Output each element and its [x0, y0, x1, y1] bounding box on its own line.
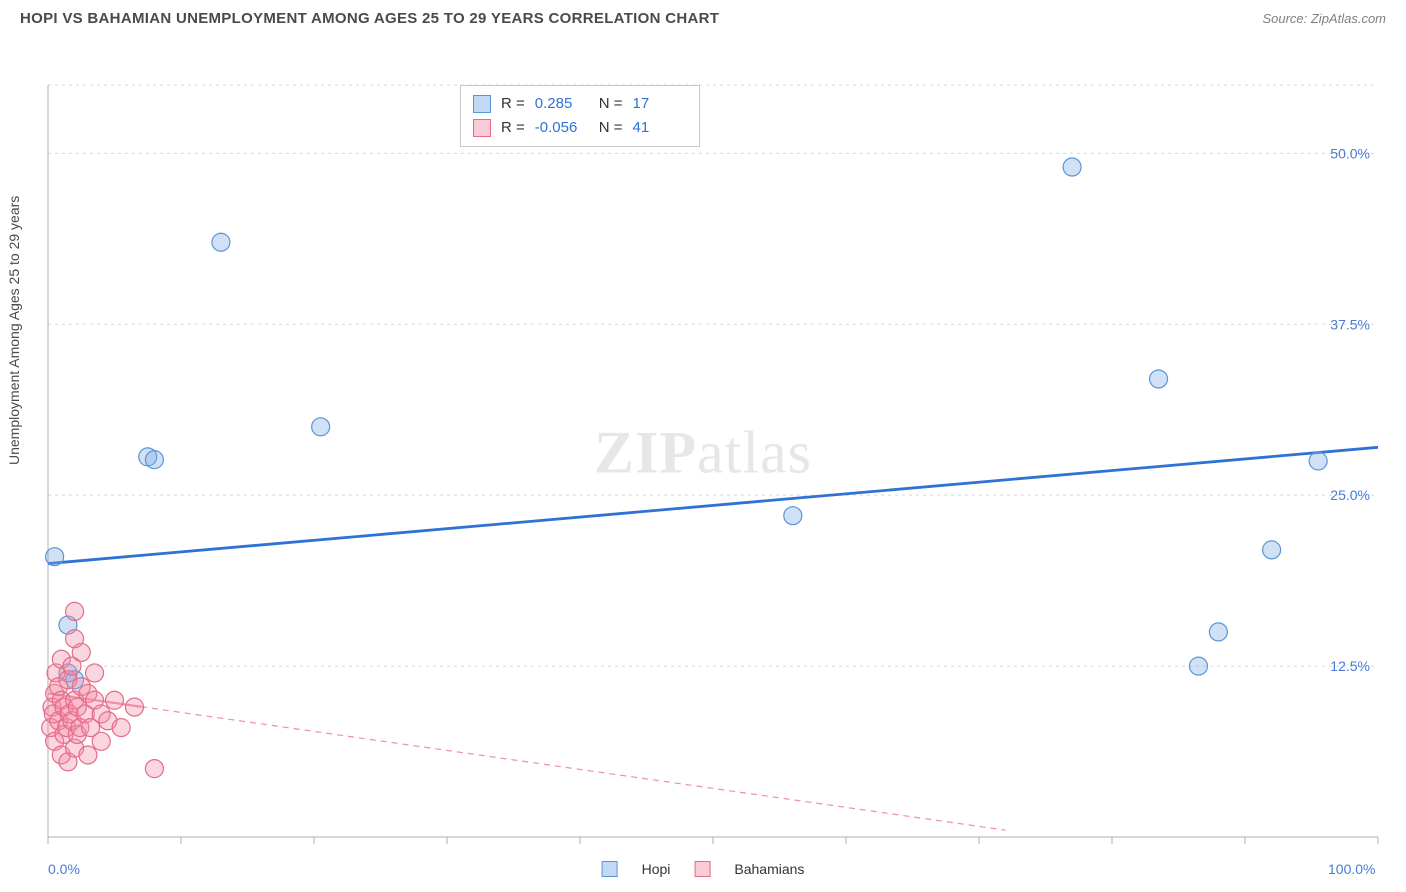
chart-area: Unemployment Among Ages 25 to 29 years 1…	[0, 35, 1406, 885]
chart-source: Source: ZipAtlas.com	[1262, 11, 1386, 26]
legend-swatch-hopi	[602, 861, 618, 877]
stats-row-hopi: R = 0.285 N = 17	[473, 92, 687, 116]
swatch-hopi	[473, 95, 491, 113]
svg-text:25.0%: 25.0%	[1330, 487, 1370, 503]
chart-title: HOPI VS BAHAMIAN UNEMPLOYMENT AMONG AGES…	[20, 10, 719, 27]
r-label: R =	[501, 116, 525, 140]
chart-header: HOPI VS BAHAMIAN UNEMPLOYMENT AMONG AGES…	[0, 0, 1406, 35]
r-value: 0.285	[535, 92, 589, 116]
legend-label-hopi: Hopi	[642, 861, 671, 877]
x-axis-right-label: 100.0%	[1328, 861, 1375, 877]
legend-label-bahamians: Bahamians	[734, 861, 804, 877]
n-value: 41	[633, 116, 687, 140]
series-legend: Hopi Bahamians	[602, 861, 805, 877]
x-axis-left-label: 0.0%	[48, 861, 80, 877]
stats-legend-box: R = 0.285 N = 17 R = -0.056 N = 41	[460, 85, 700, 147]
n-label: N =	[599, 92, 623, 116]
r-label: R =	[501, 92, 525, 116]
swatch-bahamians	[473, 119, 491, 137]
svg-text:37.5%: 37.5%	[1330, 316, 1370, 332]
svg-text:50.0%: 50.0%	[1330, 145, 1370, 161]
scatter-plot-svg: 12.5% 25.0% 37.5% 50.0%	[0, 35, 1406, 855]
svg-text:12.5%: 12.5%	[1330, 658, 1370, 674]
legend-swatch-bahamians	[694, 861, 710, 877]
n-label: N =	[599, 116, 623, 140]
stats-row-bahamians: R = -0.056 N = 41	[473, 116, 687, 140]
r-value: -0.056	[535, 116, 589, 140]
y-axis-label: Unemployment Among Ages 25 to 29 years	[6, 196, 22, 465]
n-value: 17	[633, 92, 687, 116]
